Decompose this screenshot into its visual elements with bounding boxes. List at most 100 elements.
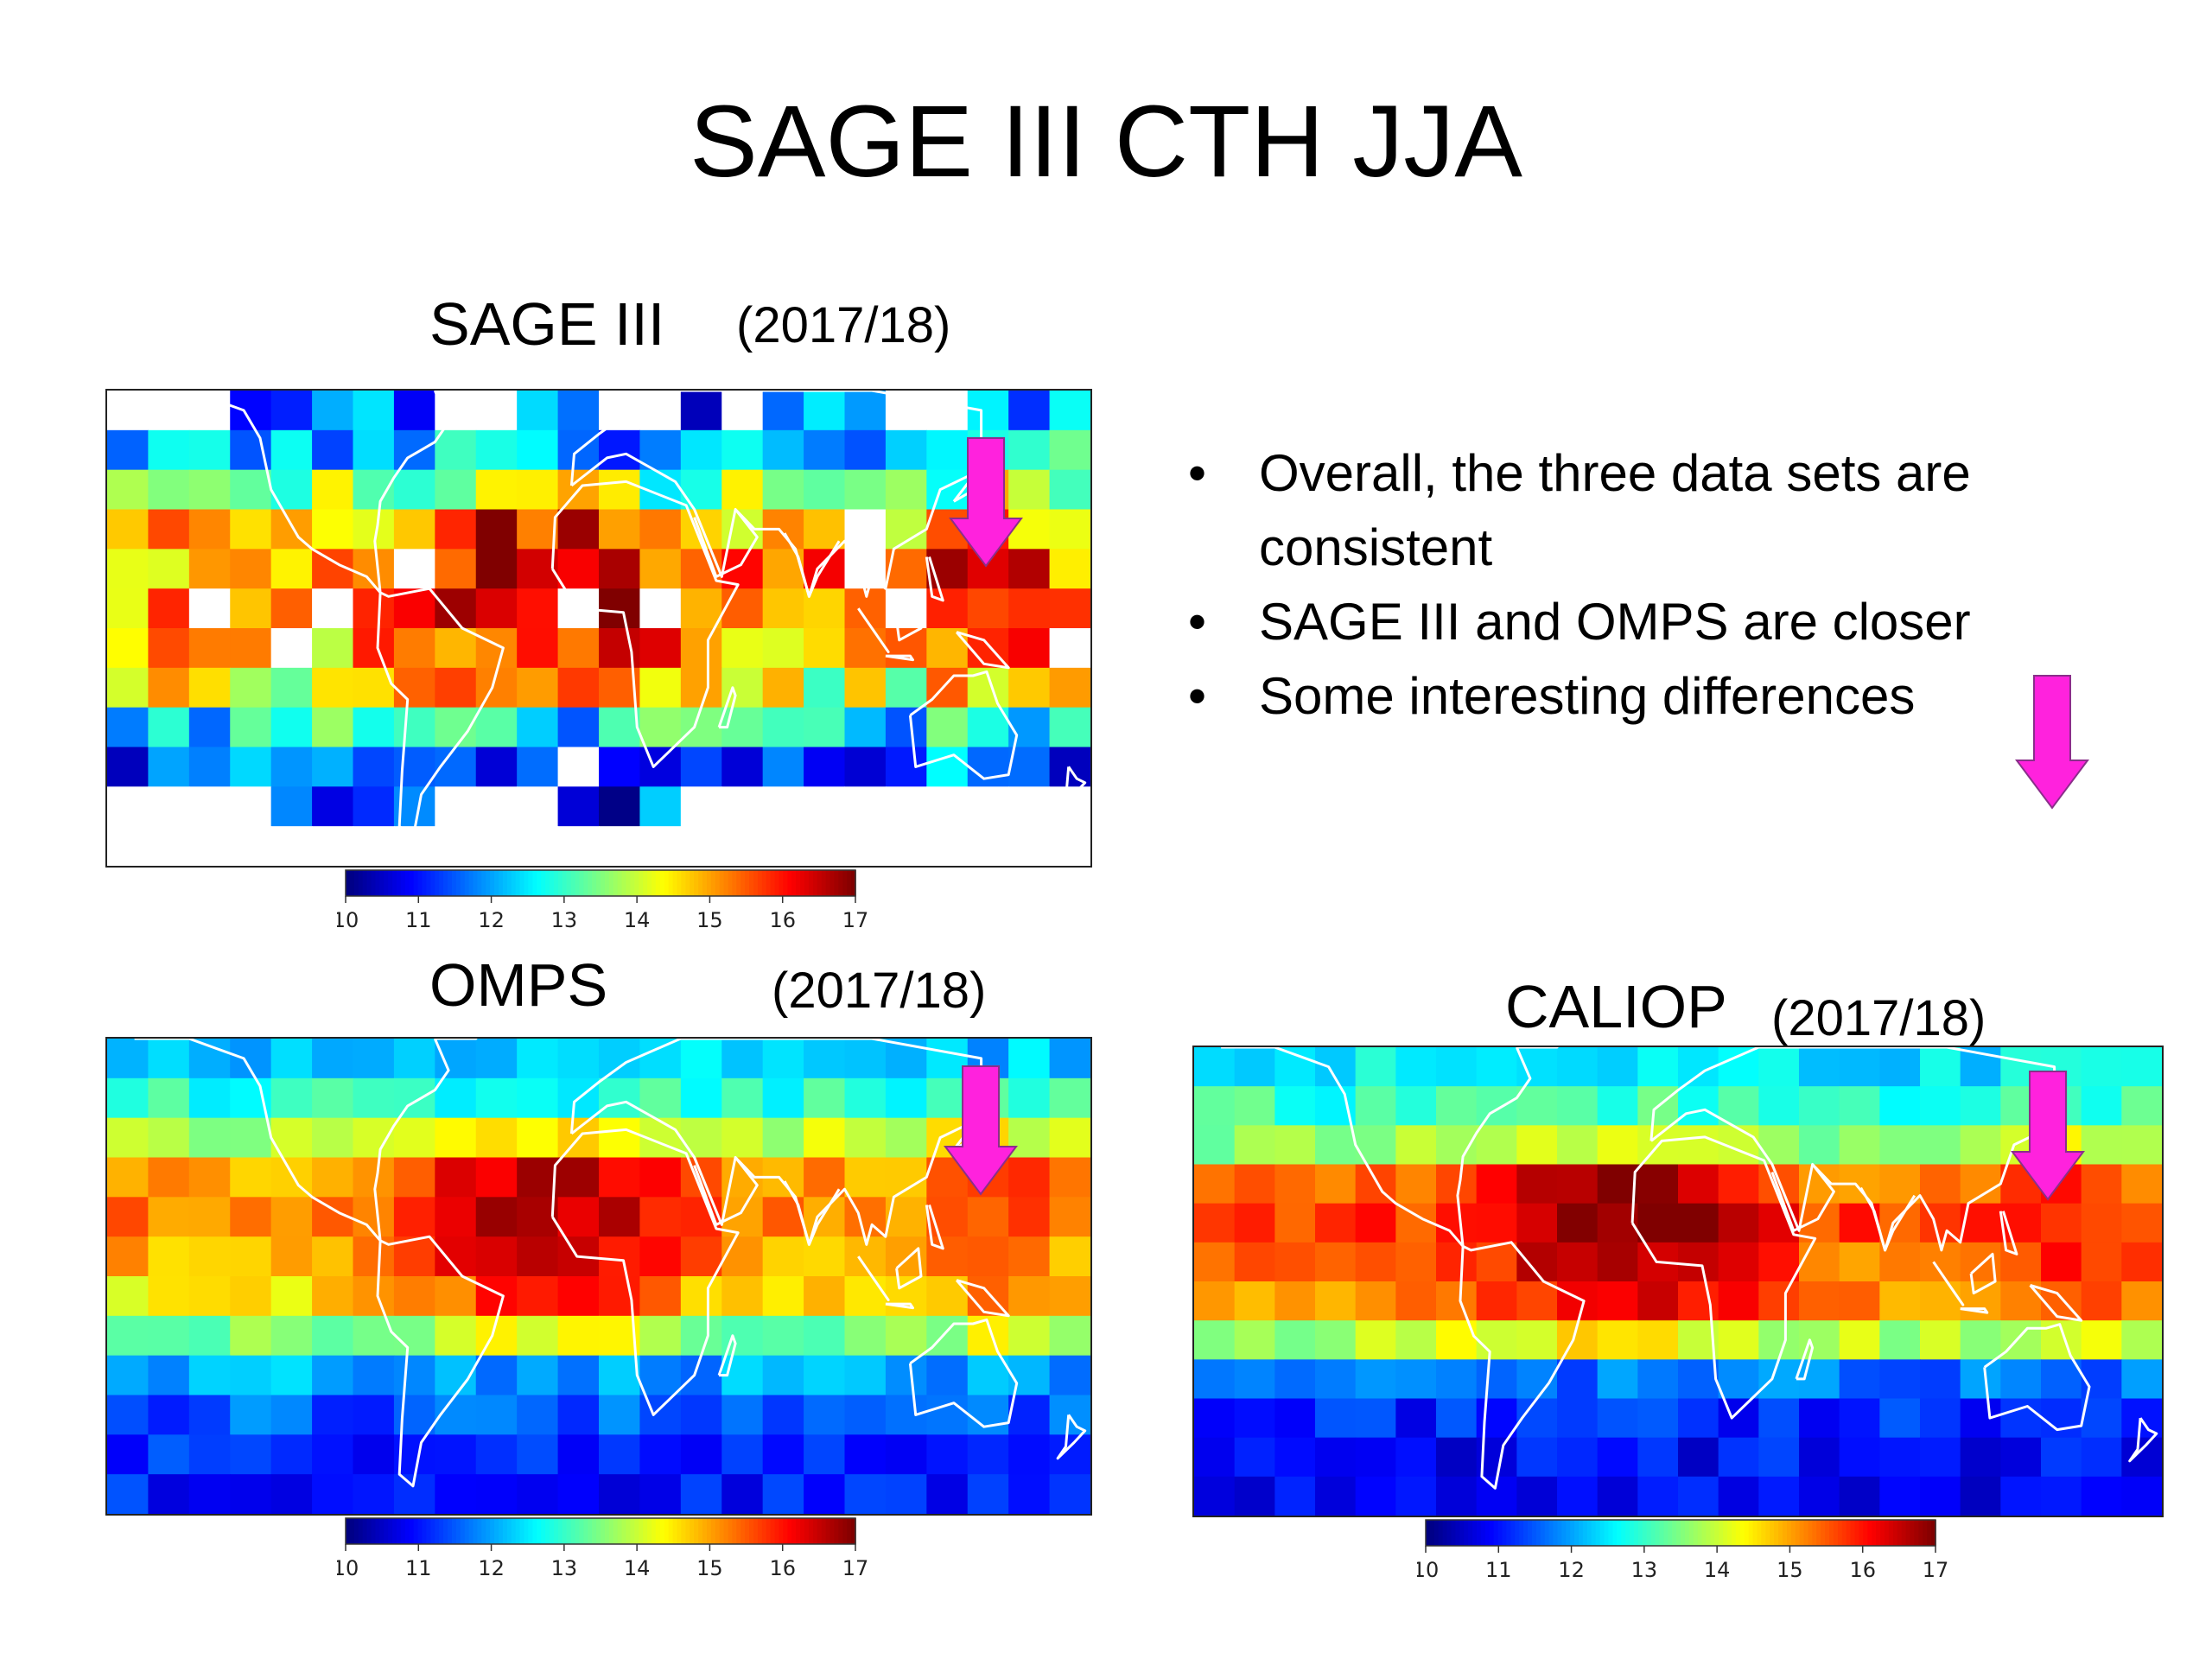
colorbar-segment — [608, 1518, 614, 1544]
colorbar-segment — [1464, 1520, 1469, 1546]
colorbar-segment — [417, 1518, 423, 1544]
heatmap-cell — [517, 1039, 559, 1079]
heatmap-cell — [639, 747, 682, 787]
heatmap-cell — [1597, 1437, 1638, 1478]
heatmap-cell — [188, 1434, 231, 1475]
heatmap-cell — [1395, 1125, 1437, 1166]
callout-arrow-icon — [2015, 675, 2089, 810]
heatmap-cell — [475, 549, 518, 589]
heatmap-cell — [1597, 1476, 1638, 1516]
colorbar-segment — [655, 870, 661, 896]
heatmap-cell — [1008, 747, 1051, 787]
heatmap-cell — [1355, 1242, 1396, 1282]
heatmap-cell — [1718, 1086, 1759, 1126]
colorbar-segment — [812, 1518, 818, 1544]
heatmap-cell — [312, 1395, 354, 1435]
heatmap-cell — [1315, 1164, 1357, 1205]
heatmap-cell — [517, 1197, 559, 1237]
colorbar-segment — [1697, 1520, 1703, 1546]
heatmap-cell — [2041, 1359, 2082, 1400]
heatmap-cell — [312, 509, 354, 550]
heatmap-cell — [599, 429, 641, 471]
colorbar-segment — [1914, 1520, 1920, 1546]
heatmap-cell — [1395, 1437, 1437, 1478]
heatmap-cell — [435, 1236, 477, 1277]
colorbar-segment — [800, 1518, 805, 1544]
heatmap-cell — [1920, 1398, 1961, 1439]
heatmap-cell — [762, 747, 804, 787]
heatmap-cell — [1758, 1437, 1800, 1478]
heatmap-grid — [1194, 1047, 2162, 1516]
heatmap-cell — [1799, 1125, 1840, 1166]
heatmap-cell — [844, 391, 887, 431]
heatmap-cell — [2081, 1437, 2122, 1478]
heatmap-cell — [844, 1157, 887, 1198]
heatmap-cell — [230, 469, 272, 511]
colorbar-segment — [1586, 1520, 1592, 1546]
coastline — [376, 587, 505, 840]
colorbar-segment — [553, 870, 559, 896]
heatmap-cell — [967, 1197, 1009, 1237]
heatmap-cell — [1557, 1437, 1599, 1478]
heatmap-cell — [680, 826, 722, 866]
colorbar-segment — [745, 1518, 750, 1544]
colorbar-segment — [473, 1518, 479, 1544]
colorbar-segment — [1591, 1520, 1597, 1546]
colorbar-segment — [830, 870, 836, 896]
coastline — [925, 556, 944, 602]
heatmap-cell — [804, 1315, 846, 1357]
sage-colorbar: 10 11 12 13 14 15 16 17 — [333, 868, 881, 942]
heatmap-cell — [230, 747, 272, 787]
heatmap-cell — [680, 707, 722, 748]
heatmap-cell — [393, 628, 435, 669]
heatmap-cell — [1839, 1047, 1880, 1087]
heatmap-cell — [393, 707, 435, 748]
heatmap-cell — [1476, 1086, 1517, 1126]
colorbar-segment — [741, 870, 746, 896]
heatmap-cell — [1355, 1203, 1396, 1243]
heatmap-cell — [1234, 1359, 1275, 1400]
heatmap-cell — [557, 747, 600, 787]
heatmap-cell — [885, 1434, 927, 1475]
colorbar-segment — [1493, 1520, 1499, 1546]
colorbar-segment — [1574, 1520, 1580, 1546]
heatmap-cell — [1315, 1281, 1357, 1321]
heatmap-cell — [804, 1474, 846, 1514]
heatmap-cell — [353, 1434, 395, 1475]
heatmap-cell — [639, 1039, 682, 1079]
heatmap-cell — [148, 1117, 190, 1159]
heatmap-cell — [639, 1077, 682, 1119]
heatmap-cell — [1395, 1398, 1437, 1439]
heatmap-cell — [107, 1434, 149, 1475]
coastline — [550, 1128, 740, 1416]
heatmap-cell — [230, 588, 272, 629]
heatmap-cell — [804, 1077, 846, 1119]
colorbar-segment — [1732, 1520, 1737, 1546]
heatmap-cell — [1436, 1359, 1478, 1400]
heatmap-cell — [107, 391, 149, 431]
heatmap-cell — [680, 1276, 722, 1317]
heatmap-cell — [1597, 1320, 1638, 1360]
colorbar-segment — [706, 1518, 712, 1544]
heatmap-cell — [1960, 1125, 2001, 1166]
colorbar-segment — [397, 870, 402, 896]
heatmap-cell — [1008, 1236, 1051, 1277]
heatmap-cell — [885, 707, 927, 748]
coastline — [955, 631, 1010, 670]
heatmap-cell — [2081, 1203, 2122, 1243]
coastline — [1983, 1323, 2091, 1432]
heatmap-cell — [1839, 1242, 1880, 1282]
heatmap-cell — [353, 1236, 395, 1277]
heatmap-cell — [1395, 1086, 1437, 1126]
heatmap-cell — [804, 747, 846, 787]
heatmap-cell — [393, 1315, 435, 1357]
colorbar-segment — [413, 870, 419, 896]
heatmap-cell — [1879, 1281, 1921, 1321]
colorbar-segment — [791, 1518, 797, 1544]
colorbar-segment — [681, 870, 687, 896]
heatmap-cell — [2000, 1359, 2042, 1400]
colorbar-tick-label: 16 — [769, 1556, 796, 1580]
colorbar-segment — [439, 1518, 444, 1544]
heatmap-cell — [188, 391, 231, 431]
heatmap-cell — [557, 786, 600, 827]
